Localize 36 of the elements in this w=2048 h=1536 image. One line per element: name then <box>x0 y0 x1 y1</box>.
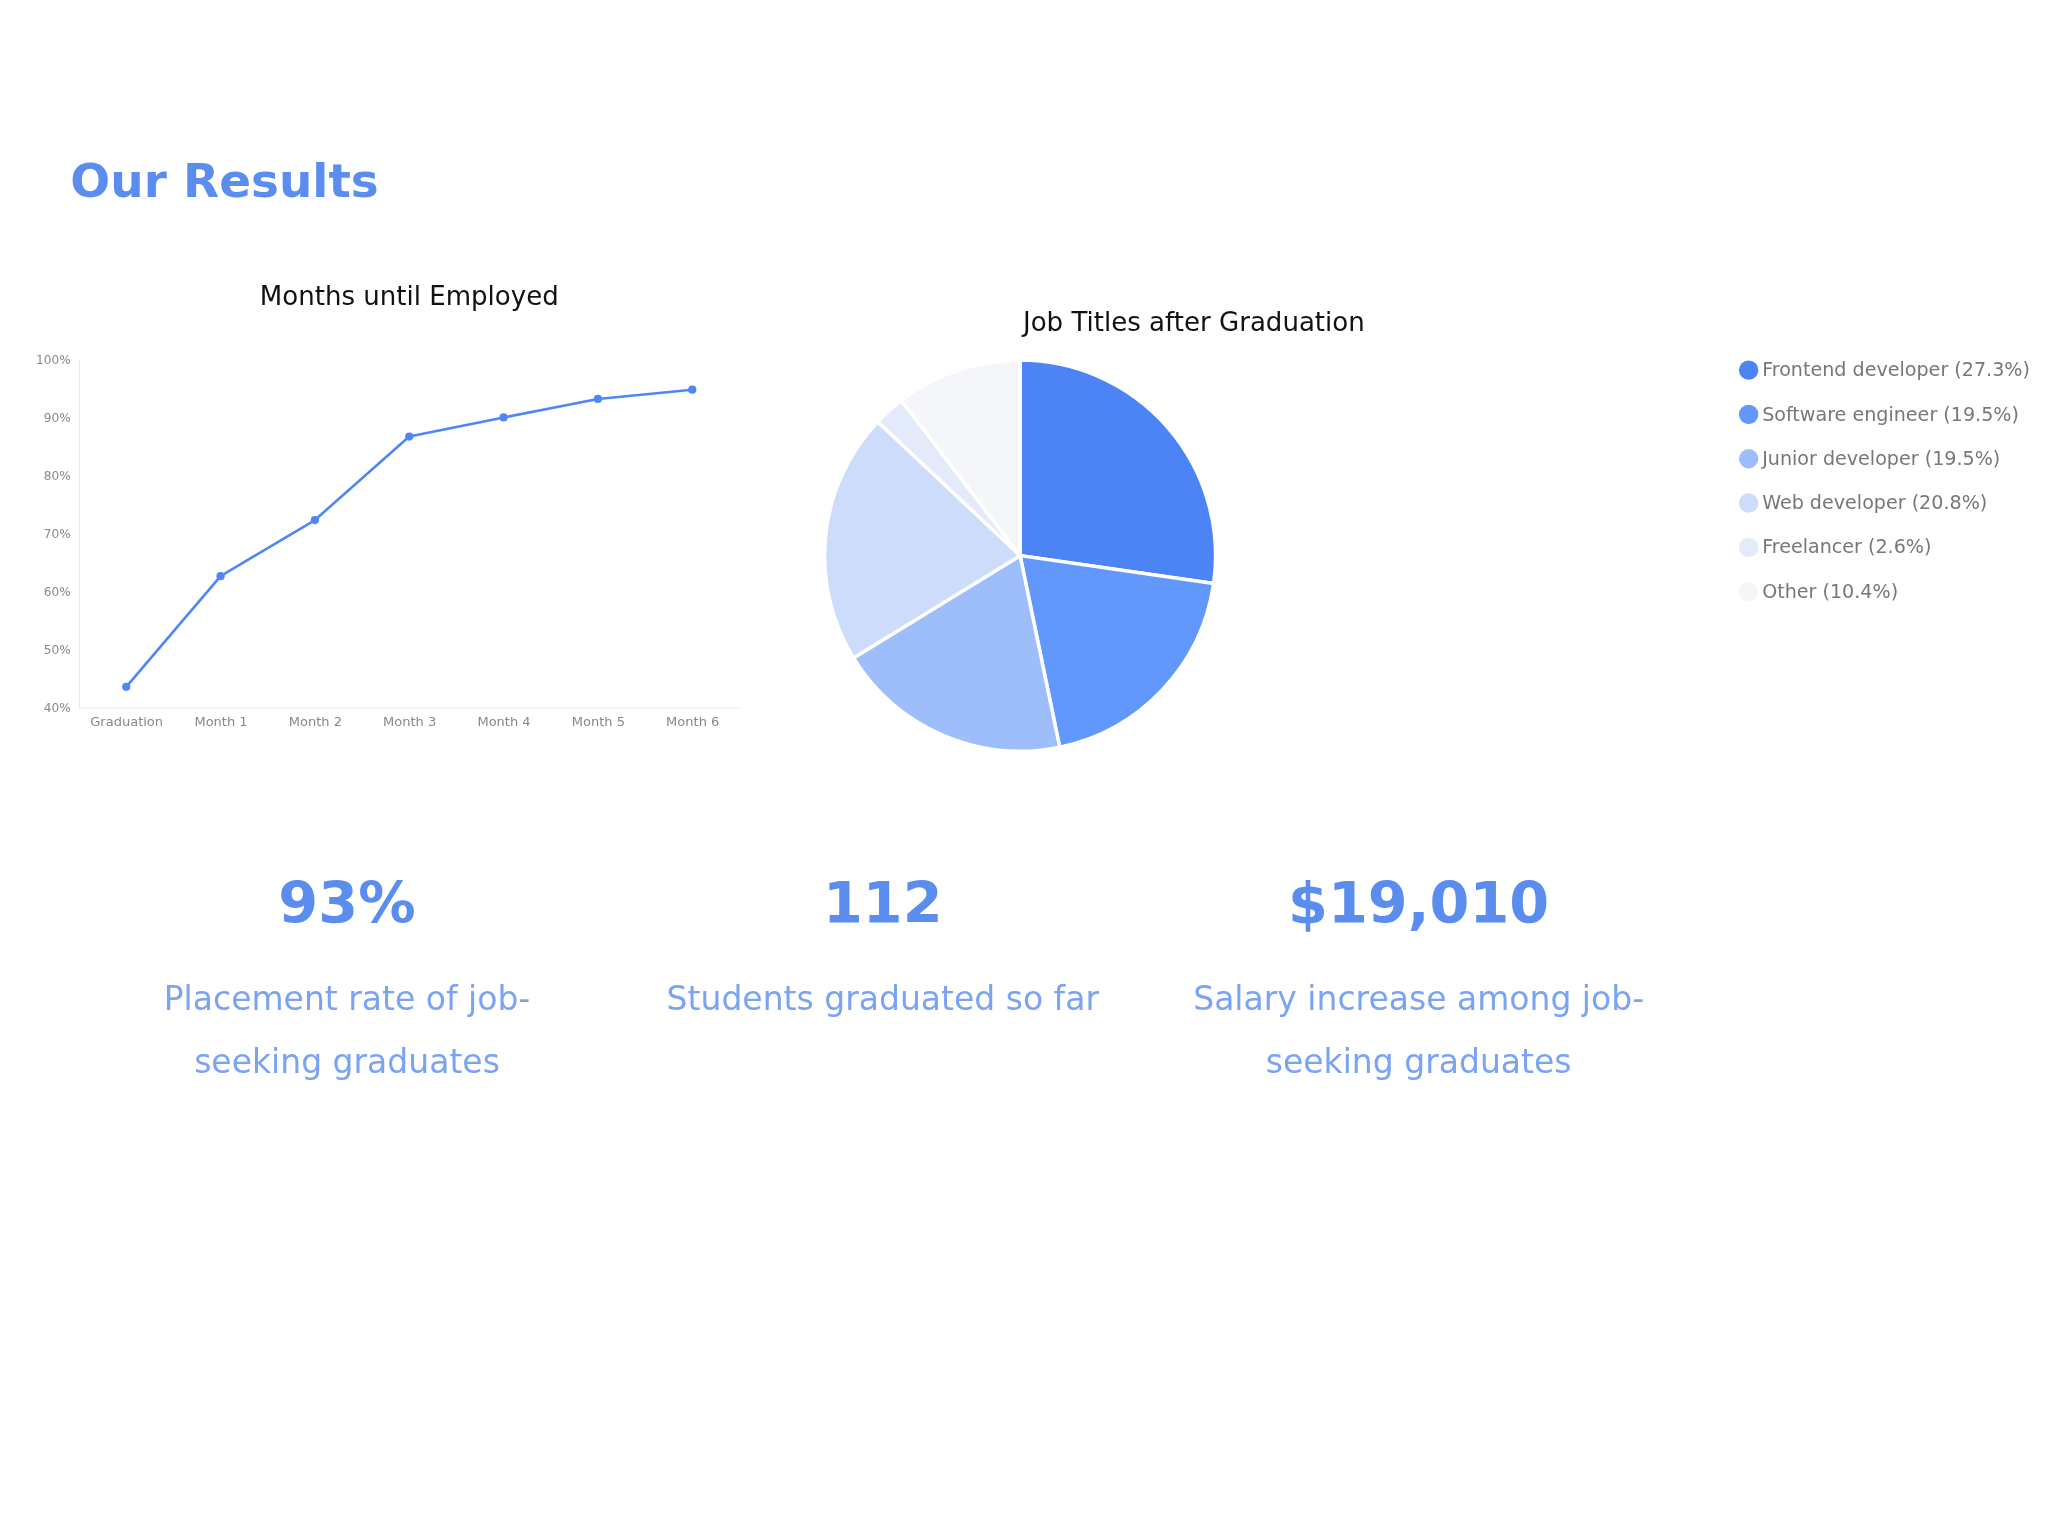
y-tick-label: 80% <box>43 468 71 483</box>
x-tick-label: Month 3 <box>383 713 437 729</box>
y-tick-label: 70% <box>43 526 71 541</box>
y-tick-label: 50% <box>43 642 71 657</box>
x-tick-label: Month 5 <box>571 713 625 729</box>
legend-label: Web developer (20.8%) <box>1762 491 1988 515</box>
text: Salary increase among job-seeking graduates <box>1193 979 1645 1081</box>
point <box>310 515 320 525</box>
x-tick-label: Graduation <box>90 713 164 729</box>
x-tick-label: Month 2 <box>288 713 342 729</box>
text: 112 <box>822 870 943 938</box>
chart-title: Job Titles after Graduation <box>1020 306 1365 337</box>
x-tick-label: Month 4 <box>477 713 531 729</box>
legend-label: Junior developer (19.5%) <box>1761 446 2001 470</box>
y-tick-label: 40% <box>43 700 71 715</box>
point <box>122 682 131 691</box>
legend-label: Other (10.4%) <box>1762 579 1899 603</box>
text: Our Results <box>70 152 379 208</box>
legend-label: Software engineer (19.5%) <box>1762 402 2019 426</box>
text: Students graduated so far <box>666 979 1100 1019</box>
text: 93% <box>278 870 416 938</box>
point <box>405 432 414 441</box>
y-tick-label: 100% <box>36 353 71 368</box>
point <box>688 385 697 394</box>
point <box>593 394 603 404</box>
point <box>216 572 225 581</box>
y-tick-label: 90% <box>43 410 71 425</box>
legend-label: Freelancer (2.6%) <box>1762 535 1932 559</box>
x-tick-label: Month 1 <box>194 713 248 729</box>
y-tick-label: 60% <box>43 584 71 599</box>
text: $19,010 <box>1288 870 1550 938</box>
chart-title: Months until Employed <box>259 281 559 312</box>
legend-label: Frontend developer (27.3%) <box>1762 358 2030 382</box>
text: Placement rate of job-seeking graduates <box>163 979 531 1081</box>
x-tick-label: Month 6 <box>666 713 720 729</box>
point <box>499 413 508 422</box>
